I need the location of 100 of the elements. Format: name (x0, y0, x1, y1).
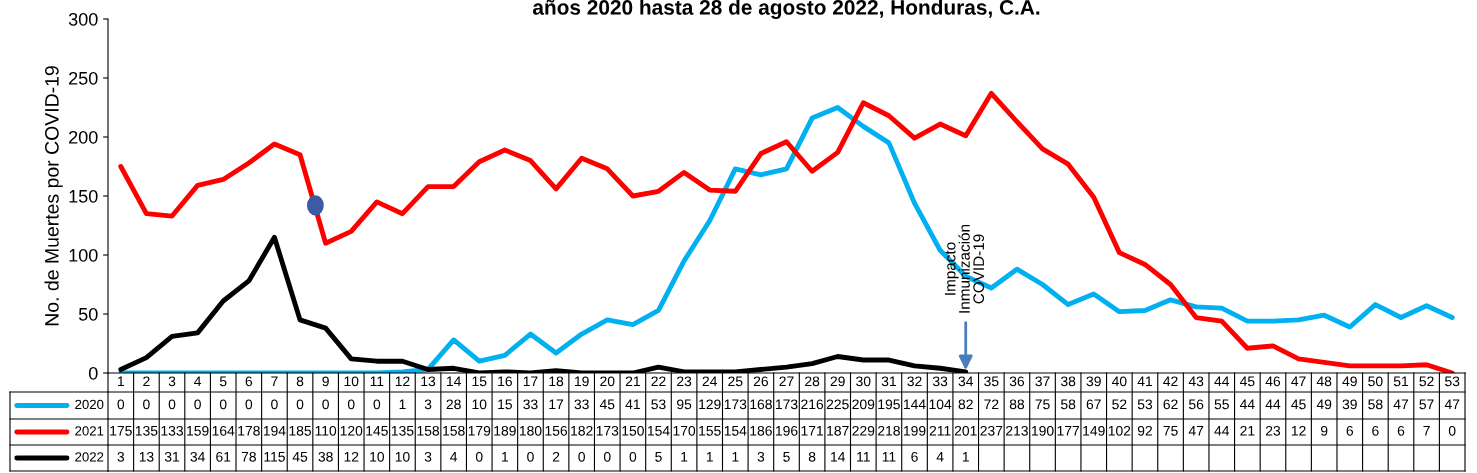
x-tick-label: 11 (370, 376, 384, 387)
data-label: 177 (1057, 426, 1080, 436)
data-label: 49 (1316, 399, 1332, 410)
data-label: 216 (801, 399, 824, 410)
x-tick-label: 35 (984, 376, 999, 387)
x-tick-label: 26 (753, 376, 769, 387)
data-label: 173 (596, 425, 619, 436)
data-label: 0 (194, 399, 201, 410)
data-label: 154 (647, 426, 670, 436)
data-label: 102 (1108, 425, 1131, 436)
x-tick-label: 1 (118, 376, 124, 387)
x-tick-label: 5 (219, 376, 227, 387)
data-label: 23 (1265, 425, 1281, 436)
data-label: 44 (1214, 426, 1230, 436)
x-tick-label: 10 (344, 376, 359, 387)
data-label: 44 (1239, 399, 1255, 410)
data-label: 182 (571, 425, 593, 436)
data-label: 53 (1137, 399, 1153, 410)
data-label: 0 (271, 399, 278, 410)
x-tick-label: 19 (575, 376, 589, 387)
data-label: 0 (475, 451, 483, 462)
x-tick-label: 24 (702, 376, 718, 387)
x-tick-label: 37 (1035, 376, 1050, 387)
x-tick-label: 50 (1368, 376, 1383, 387)
x-tick-label: 33 (932, 376, 948, 387)
x-tick-label: 46 (1265, 376, 1281, 387)
data-label: 229 (852, 425, 875, 436)
x-tick-label: 45 (1239, 376, 1255, 387)
x-tick-label: 14 (446, 376, 461, 387)
data-label: 67 (1086, 399, 1101, 410)
data-label: 180 (519, 425, 542, 436)
data-label: 171 (801, 426, 824, 436)
data-label: 58 (1368, 399, 1383, 410)
data-label: 196 (775, 425, 798, 436)
data-label: 225 (826, 399, 849, 410)
data-label: 187 (827, 425, 849, 436)
data-label: 45 (1291, 399, 1306, 410)
data-label: 164 (212, 425, 235, 436)
x-tick-label: 9 (322, 376, 329, 387)
data-label: 88 (1009, 399, 1025, 410)
data-label: 1 (502, 452, 509, 462)
data-label: 0 (373, 399, 381, 410)
x-tick-label: 27 (779, 376, 794, 387)
data-label: 0 (527, 451, 534, 462)
data-label: 156 (545, 425, 568, 436)
data-label: 17 (549, 399, 564, 410)
y-tick-label: 100 (69, 248, 98, 262)
y-tick-label: 150 (69, 189, 98, 203)
data-label: 0 (1448, 425, 1456, 436)
y-tick-label: 0 (88, 366, 98, 380)
data-label: 52 (1112, 399, 1127, 410)
data-label: 53 (651, 399, 666, 410)
data-label: 47 (1444, 399, 1460, 410)
x-tick-label: 7 (271, 376, 278, 387)
data-label: 75 (1035, 399, 1050, 410)
data-label: 201 (954, 425, 977, 436)
data-label: 115 (264, 452, 285, 462)
data-label: 133 (161, 425, 183, 436)
data-label: 110 (315, 425, 337, 436)
data-label: 5 (783, 452, 790, 462)
data-label: 199 (903, 425, 926, 436)
data-label: 21 (1240, 425, 1255, 436)
x-tick-label: 6 (245, 376, 253, 387)
data-label: 47 (1188, 426, 1204, 436)
data-label: 144 (903, 399, 926, 410)
x-tick-label: 38 (1060, 376, 1076, 387)
data-label: 3 (424, 451, 432, 462)
x-tick-label: 32 (907, 376, 922, 387)
x-tick-label: 53 (1445, 376, 1460, 387)
chart-title: años 2020 hasta 28 de agosto 2022, Honduras, C.A. (532, 0, 1040, 19)
x-tick-label: 48 (1316, 376, 1332, 387)
x-tick-label: 22 (651, 376, 666, 387)
x-tick-label: 21 (625, 376, 640, 387)
data-label: 39 (1342, 399, 1357, 410)
data-label: 3 (424, 399, 432, 410)
x-tick-label: 44 (1214, 376, 1230, 387)
x-tick-label: 30 (856, 376, 871, 387)
data-label: 135 (391, 425, 414, 436)
x-tick-label: 34 (958, 376, 974, 387)
x-tick-label: 25 (728, 376, 743, 387)
data-label: 154 (724, 426, 747, 436)
data-label: 9 (1320, 425, 1328, 436)
data-label: 44 (1265, 399, 1281, 410)
data-label: 31 (164, 451, 180, 462)
data-label: 11 (857, 452, 870, 462)
data-label: 78 (241, 451, 256, 462)
data-label: 209 (852, 399, 875, 410)
data-label: 95 (677, 399, 692, 410)
data-label: 129 (699, 399, 721, 410)
x-tick-label: 28 (805, 376, 820, 387)
data-label: 1 (706, 452, 713, 462)
y-axis-title: No. de Muertes por COVID-19 (44, 66, 63, 326)
x-tick-label: 52 (1419, 376, 1434, 387)
data-label: 0 (168, 399, 176, 410)
data-label: 6 (911, 451, 918, 462)
x-tick-label: 42 (1163, 376, 1178, 387)
data-label: 0 (117, 399, 125, 410)
data-label: 47 (1393, 399, 1409, 410)
data-label: 10 (395, 451, 410, 462)
data-label: 237 (980, 425, 1003, 436)
